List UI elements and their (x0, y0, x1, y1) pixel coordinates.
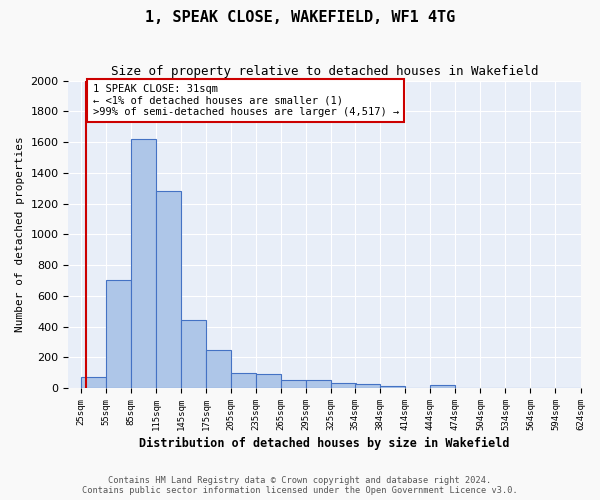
Bar (131, 139, 156, 388)
Y-axis label: Number of detached properties: Number of detached properties (15, 136, 25, 332)
Bar (306, 380, 331, 388)
Bar (281, 380, 306, 388)
Bar (256, 374, 281, 388)
X-axis label: Distribution of detached houses by size in Wakefield: Distribution of detached houses by size … (139, 437, 510, 450)
Bar (81, 377, 106, 388)
Text: 1 SPEAK CLOSE: 31sqm
← <1% of detached houses are smaller (1)
>99% of semi-detac: 1 SPEAK CLOSE: 31sqm ← <1% of detached h… (92, 84, 399, 117)
Text: Contains HM Land Registry data © Crown copyright and database right 2024.
Contai: Contains HM Land Registry data © Crown c… (82, 476, 518, 495)
Bar (181, 320, 206, 388)
Bar (430, 385, 455, 388)
Bar (206, 350, 231, 388)
Bar (331, 384, 356, 388)
Bar (355, 384, 380, 388)
Bar (156, 191, 181, 388)
Bar (231, 374, 256, 388)
Text: 1, SPEAK CLOSE, WAKEFIELD, WF1 4TG: 1, SPEAK CLOSE, WAKEFIELD, WF1 4TG (145, 10, 455, 25)
Bar (106, 280, 131, 388)
Bar (380, 386, 406, 388)
Title: Size of property relative to detached houses in Wakefield: Size of property relative to detached ho… (111, 65, 538, 78)
